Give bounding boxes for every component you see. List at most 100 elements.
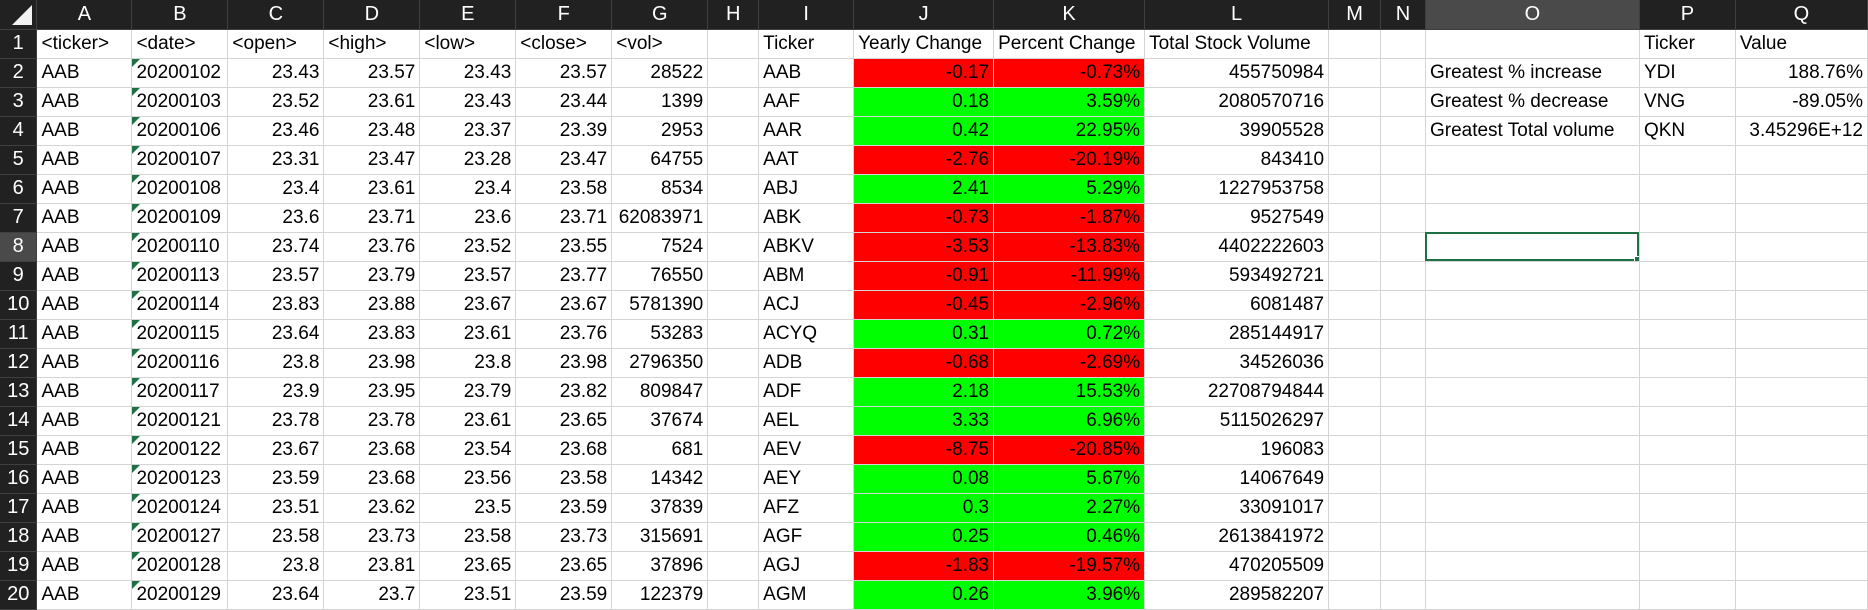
cell-P17[interactable] [1639,493,1736,523]
cell-K1[interactable]: Percent Change [993,29,1146,59]
cell-O17[interactable] [1425,493,1640,523]
cell-C6[interactable]: 23.4 [227,174,325,204]
cell-L9[interactable]: 593492721 [1144,261,1330,291]
cell-C2[interactable]: 23.43 [227,58,325,88]
cell-D4[interactable]: 23.48 [323,116,421,146]
cell-L11[interactable]: 285144917 [1144,319,1330,349]
cell-Q18[interactable] [1735,522,1868,552]
cell-L6[interactable]: 1227953758 [1144,174,1330,204]
cell-E18[interactable]: 23.58 [419,522,517,552]
cell-I12[interactable]: ADB [758,348,855,378]
row-header-19[interactable]: 19 [0,551,38,581]
cell-L15[interactable]: 196083 [1144,435,1330,465]
cell-E10[interactable]: 23.67 [419,290,517,320]
cell-B12[interactable]: 20200116 [131,348,229,378]
cell-P13[interactable] [1639,377,1736,407]
cell-B16[interactable]: 20200123 [131,464,229,494]
cell-L16[interactable]: 14067649 [1144,464,1330,494]
cell-O18[interactable] [1425,522,1640,552]
cell-Q14[interactable] [1735,406,1868,436]
cell-N19[interactable] [1380,551,1426,581]
cell-F18[interactable]: 23.73 [515,522,613,552]
cell-M16[interactable] [1328,464,1382,494]
cell-H9[interactable] [707,261,760,291]
column-header-f[interactable]: F [515,0,613,30]
cell-Q2[interactable]: 188.76% [1735,58,1868,88]
cell-F1[interactable]: <close> [515,29,613,59]
cell-M14[interactable] [1328,406,1382,436]
column-header-h[interactable]: H [707,0,760,30]
cell-D2[interactable]: 23.57 [323,58,421,88]
cell-C18[interactable]: 23.58 [227,522,325,552]
row-header-4[interactable]: 4 [0,116,38,146]
cell-B1[interactable]: <date> [131,29,229,59]
cell-P12[interactable] [1639,348,1736,378]
cell-K9[interactable]: -11.99% [993,261,1146,291]
cell-F3[interactable]: 23.44 [515,87,613,117]
cell-J20[interactable]: 0.26 [853,580,995,610]
cell-M8[interactable] [1328,232,1382,262]
cell-B20[interactable]: 20200129 [131,580,229,610]
cell-Q1[interactable]: Value [1735,29,1868,59]
cell-K16[interactable]: 5.67% [993,464,1146,494]
cell-J2[interactable]: -0.17 [853,58,995,88]
cell-L7[interactable]: 9527549 [1144,203,1330,233]
cell-C15[interactable]: 23.67 [227,435,325,465]
cell-H18[interactable] [707,522,760,552]
cell-L13[interactable]: 22708794844 [1144,377,1330,407]
cell-F9[interactable]: 23.77 [515,261,613,291]
cell-P8[interactable] [1639,232,1736,262]
cell-D7[interactable]: 23.71 [323,203,421,233]
cell-M19[interactable] [1328,551,1382,581]
cell-J7[interactable]: -0.73 [853,203,995,233]
column-header-l[interactable]: L [1144,0,1330,30]
cell-H8[interactable] [707,232,760,262]
cell-G15[interactable]: 681 [611,435,709,465]
cell-B14[interactable]: 20200121 [131,406,229,436]
column-header-b[interactable]: B [131,0,229,30]
cell-G18[interactable]: 315691 [611,522,709,552]
cell-I15[interactable]: AEV [758,435,855,465]
cell-O13[interactable] [1425,377,1640,407]
cell-G4[interactable]: 2953 [611,116,709,146]
cell-N3[interactable] [1380,87,1426,117]
cell-E14[interactable]: 23.61 [419,406,517,436]
cell-F20[interactable]: 23.59 [515,580,613,610]
cell-E5[interactable]: 23.28 [419,145,517,175]
cell-L17[interactable]: 33091017 [1144,493,1330,523]
cell-G6[interactable]: 8534 [611,174,709,204]
cell-H10[interactable] [707,290,760,320]
cell-I7[interactable]: ABK [758,203,855,233]
cell-L4[interactable]: 39905528 [1144,116,1330,146]
cell-N20[interactable] [1380,580,1426,610]
cell-Q5[interactable] [1735,145,1868,175]
cell-H15[interactable] [707,435,760,465]
cell-D14[interactable]: 23.78 [323,406,421,436]
cell-N10[interactable] [1380,290,1426,320]
cell-Q13[interactable] [1735,377,1868,407]
cell-K18[interactable]: 0.46% [993,522,1146,552]
cell-E17[interactable]: 23.5 [419,493,517,523]
cell-C4[interactable]: 23.46 [227,116,325,146]
cell-J12[interactable]: -0.68 [853,348,995,378]
cell-G5[interactable]: 64755 [611,145,709,175]
cell-J6[interactable]: 2.41 [853,174,995,204]
cell-G17[interactable]: 37839 [611,493,709,523]
cell-I9[interactable]: ABM [758,261,855,291]
cell-Q3[interactable]: -89.05% [1735,87,1868,117]
cell-E13[interactable]: 23.79 [419,377,517,407]
cell-J9[interactable]: -0.91 [853,261,995,291]
row-header-13[interactable]: 13 [0,377,38,407]
cell-B6[interactable]: 20200108 [131,174,229,204]
cell-L1[interactable]: Total Stock Volume [1144,29,1330,59]
cell-D13[interactable]: 23.95 [323,377,421,407]
cell-J4[interactable]: 0.42 [853,116,995,146]
cell-N15[interactable] [1380,435,1426,465]
cell-E6[interactable]: 23.4 [419,174,517,204]
cell-Q12[interactable] [1735,348,1868,378]
cell-A20[interactable]: AAB [36,580,133,610]
cell-O15[interactable] [1425,435,1640,465]
cell-P18[interactable] [1639,522,1736,552]
cell-F17[interactable]: 23.59 [515,493,613,523]
cell-C19[interactable]: 23.8 [227,551,325,581]
